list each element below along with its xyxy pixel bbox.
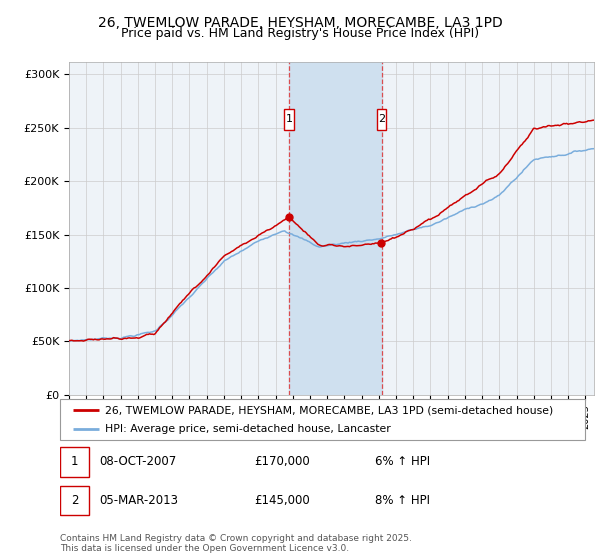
Text: 2: 2 bbox=[71, 494, 78, 507]
Text: 6% ↑ HPI: 6% ↑ HPI bbox=[375, 455, 430, 468]
Text: Price paid vs. HM Land Registry's House Price Index (HPI): Price paid vs. HM Land Registry's House … bbox=[121, 27, 479, 40]
Bar bbox=[60, 447, 89, 477]
Text: HPI: Average price, semi-detached house, Lancaster: HPI: Average price, semi-detached house,… bbox=[104, 424, 391, 433]
Text: 1: 1 bbox=[71, 455, 78, 468]
Bar bbox=[377, 109, 386, 130]
Text: 2: 2 bbox=[378, 114, 385, 124]
Text: £145,000: £145,000 bbox=[254, 494, 310, 507]
Bar bbox=[289, 62, 382, 395]
Text: 26, TWEMLOW PARADE, HEYSHAM, MORECAMBE, LA3 1PD (semi-detached house): 26, TWEMLOW PARADE, HEYSHAM, MORECAMBE, … bbox=[104, 405, 553, 415]
Bar bbox=[284, 109, 294, 130]
Text: 26, TWEMLOW PARADE, HEYSHAM, MORECAMBE, LA3 1PD: 26, TWEMLOW PARADE, HEYSHAM, MORECAMBE, … bbox=[98, 16, 502, 30]
Text: Contains HM Land Registry data © Crown copyright and database right 2025.
This d: Contains HM Land Registry data © Crown c… bbox=[60, 534, 412, 553]
Text: 1: 1 bbox=[286, 114, 292, 124]
Text: £170,000: £170,000 bbox=[254, 455, 310, 468]
Bar bbox=[60, 486, 89, 515]
Text: 08-OCT-2007: 08-OCT-2007 bbox=[100, 455, 176, 468]
Text: 8% ↑ HPI: 8% ↑ HPI bbox=[375, 494, 430, 507]
Text: 05-MAR-2013: 05-MAR-2013 bbox=[100, 494, 178, 507]
